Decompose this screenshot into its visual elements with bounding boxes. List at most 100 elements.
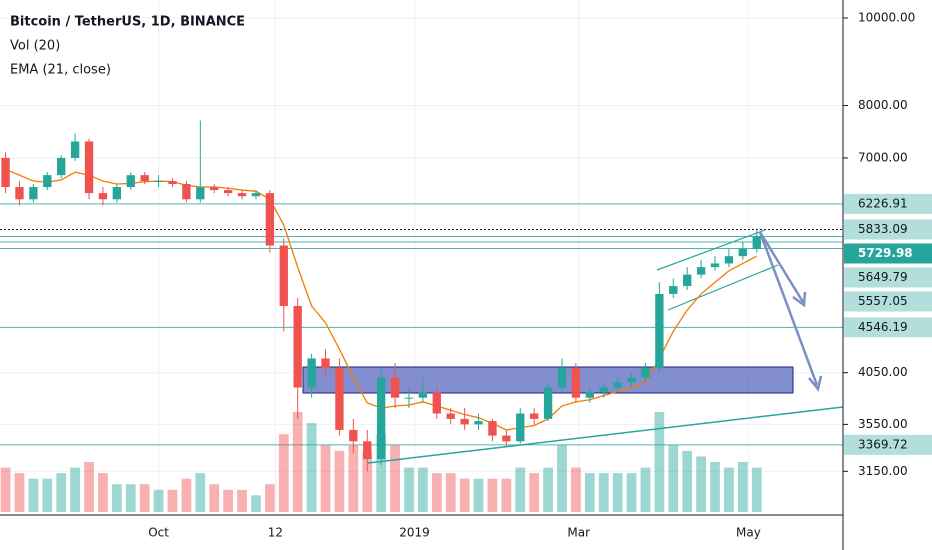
volume-bar bbox=[751, 467, 762, 512]
volume-bar bbox=[28, 478, 39, 512]
y-tick-label: 4050.00 bbox=[858, 365, 908, 379]
candle-body bbox=[432, 392, 441, 414]
candle-body bbox=[683, 274, 692, 287]
x-tick-label: May bbox=[736, 526, 761, 540]
candle-body bbox=[293, 306, 302, 388]
candle-body bbox=[516, 413, 525, 442]
price-label: 5649.79 bbox=[858, 270, 908, 284]
volume-bar bbox=[125, 484, 136, 512]
volume-bar bbox=[431, 473, 442, 512]
candle-body bbox=[182, 184, 191, 200]
volume-bar bbox=[724, 467, 734, 512]
volume-bar bbox=[306, 423, 317, 512]
price-label-box bbox=[844, 219, 932, 240]
indicator-label: Vol (20) bbox=[10, 39, 60, 54]
volume-bar bbox=[529, 473, 540, 512]
candle-body bbox=[390, 377, 400, 398]
candle-body bbox=[15, 187, 24, 200]
y-tick-label: 3150.00 bbox=[858, 464, 908, 478]
price-label: 5729.98 bbox=[858, 246, 913, 260]
candle-body bbox=[43, 175, 52, 188]
candle-body bbox=[696, 267, 706, 275]
candle-body bbox=[84, 141, 94, 194]
candle-body bbox=[752, 236, 761, 250]
y-tick-label: 3550.00 bbox=[858, 417, 908, 431]
volume-bar bbox=[111, 484, 122, 512]
volume-bar bbox=[612, 473, 623, 512]
volume-bar bbox=[418, 467, 428, 512]
volume-bar bbox=[390, 445, 400, 512]
candle-body bbox=[112, 187, 122, 200]
volume-bar bbox=[557, 445, 567, 512]
candle-body bbox=[404, 397, 414, 399]
price-label-box bbox=[844, 243, 932, 264]
candle-body bbox=[223, 190, 233, 194]
volume-bar bbox=[0, 467, 11, 512]
candle-body bbox=[418, 392, 428, 398]
candle-body bbox=[376, 377, 386, 460]
volume-bar bbox=[139, 484, 150, 512]
candle-body bbox=[599, 387, 608, 393]
price-label-box bbox=[844, 193, 932, 214]
candle-body bbox=[237, 193, 247, 197]
candle-body bbox=[460, 418, 469, 425]
candle-body bbox=[557, 367, 567, 388]
candle-body bbox=[488, 421, 497, 436]
candle-body bbox=[363, 441, 372, 460]
candles bbox=[1, 120, 761, 472]
x-tick-label: 2019 bbox=[399, 526, 430, 540]
price-label: 5833.09 bbox=[858, 222, 908, 236]
axes: Oct 12 2019 Mar May 10000.00 8000.00 7000.00 405… bbox=[148, 10, 932, 540]
volume-bar bbox=[626, 473, 637, 512]
price-label: 4546.19 bbox=[858, 320, 908, 334]
candle-body bbox=[168, 181, 177, 185]
candle-body bbox=[265, 193, 275, 246]
volume-bar bbox=[737, 462, 748, 512]
volume-pane bbox=[0, 412, 762, 512]
candle-body bbox=[641, 367, 650, 378]
candle-body bbox=[710, 263, 720, 268]
arrow-head bbox=[792, 291, 807, 308]
candle-body bbox=[335, 367, 344, 430]
price-label-box bbox=[844, 267, 932, 288]
volume-bar bbox=[640, 467, 651, 512]
arrow bbox=[758, 231, 819, 386]
volume-bar bbox=[445, 473, 456, 512]
volume-bar bbox=[56, 473, 67, 512]
volume-bar bbox=[167, 489, 178, 512]
candle-body bbox=[669, 286, 678, 294]
candle-body bbox=[655, 293, 664, 368]
x-tick-label: Mar bbox=[567, 526, 590, 540]
y-tick-label: 10000.00 bbox=[858, 10, 915, 24]
arrow bbox=[758, 231, 805, 303]
y-tick-label: 7000.00 bbox=[858, 150, 908, 164]
channel-line bbox=[656, 229, 766, 271]
volume-bar bbox=[14, 473, 25, 512]
volume-bar bbox=[473, 478, 484, 512]
candle-body bbox=[154, 181, 163, 183]
volume-bar bbox=[209, 484, 220, 512]
volume-bar bbox=[710, 462, 720, 512]
y-tick-label: 8000.00 bbox=[858, 98, 908, 112]
volume-bar bbox=[265, 484, 275, 512]
volume-bar bbox=[682, 450, 693, 512]
levels bbox=[0, 203, 843, 446]
candle-body bbox=[530, 413, 539, 419]
candle-body bbox=[307, 358, 316, 388]
volume-bar bbox=[654, 412, 665, 512]
candle-body bbox=[1, 157, 10, 188]
candle-body bbox=[349, 429, 358, 442]
channel-line bbox=[667, 264, 779, 311]
candle-body bbox=[446, 413, 455, 419]
volume-bar bbox=[251, 495, 261, 512]
candle-body bbox=[474, 421, 483, 425]
candle-body bbox=[29, 187, 38, 200]
trend-line bbox=[367, 406, 844, 464]
candle-body bbox=[196, 187, 205, 200]
volume-bar bbox=[292, 412, 303, 512]
volume-bar bbox=[153, 489, 164, 512]
volume-bar bbox=[459, 478, 470, 512]
volume-bar bbox=[362, 450, 373, 512]
